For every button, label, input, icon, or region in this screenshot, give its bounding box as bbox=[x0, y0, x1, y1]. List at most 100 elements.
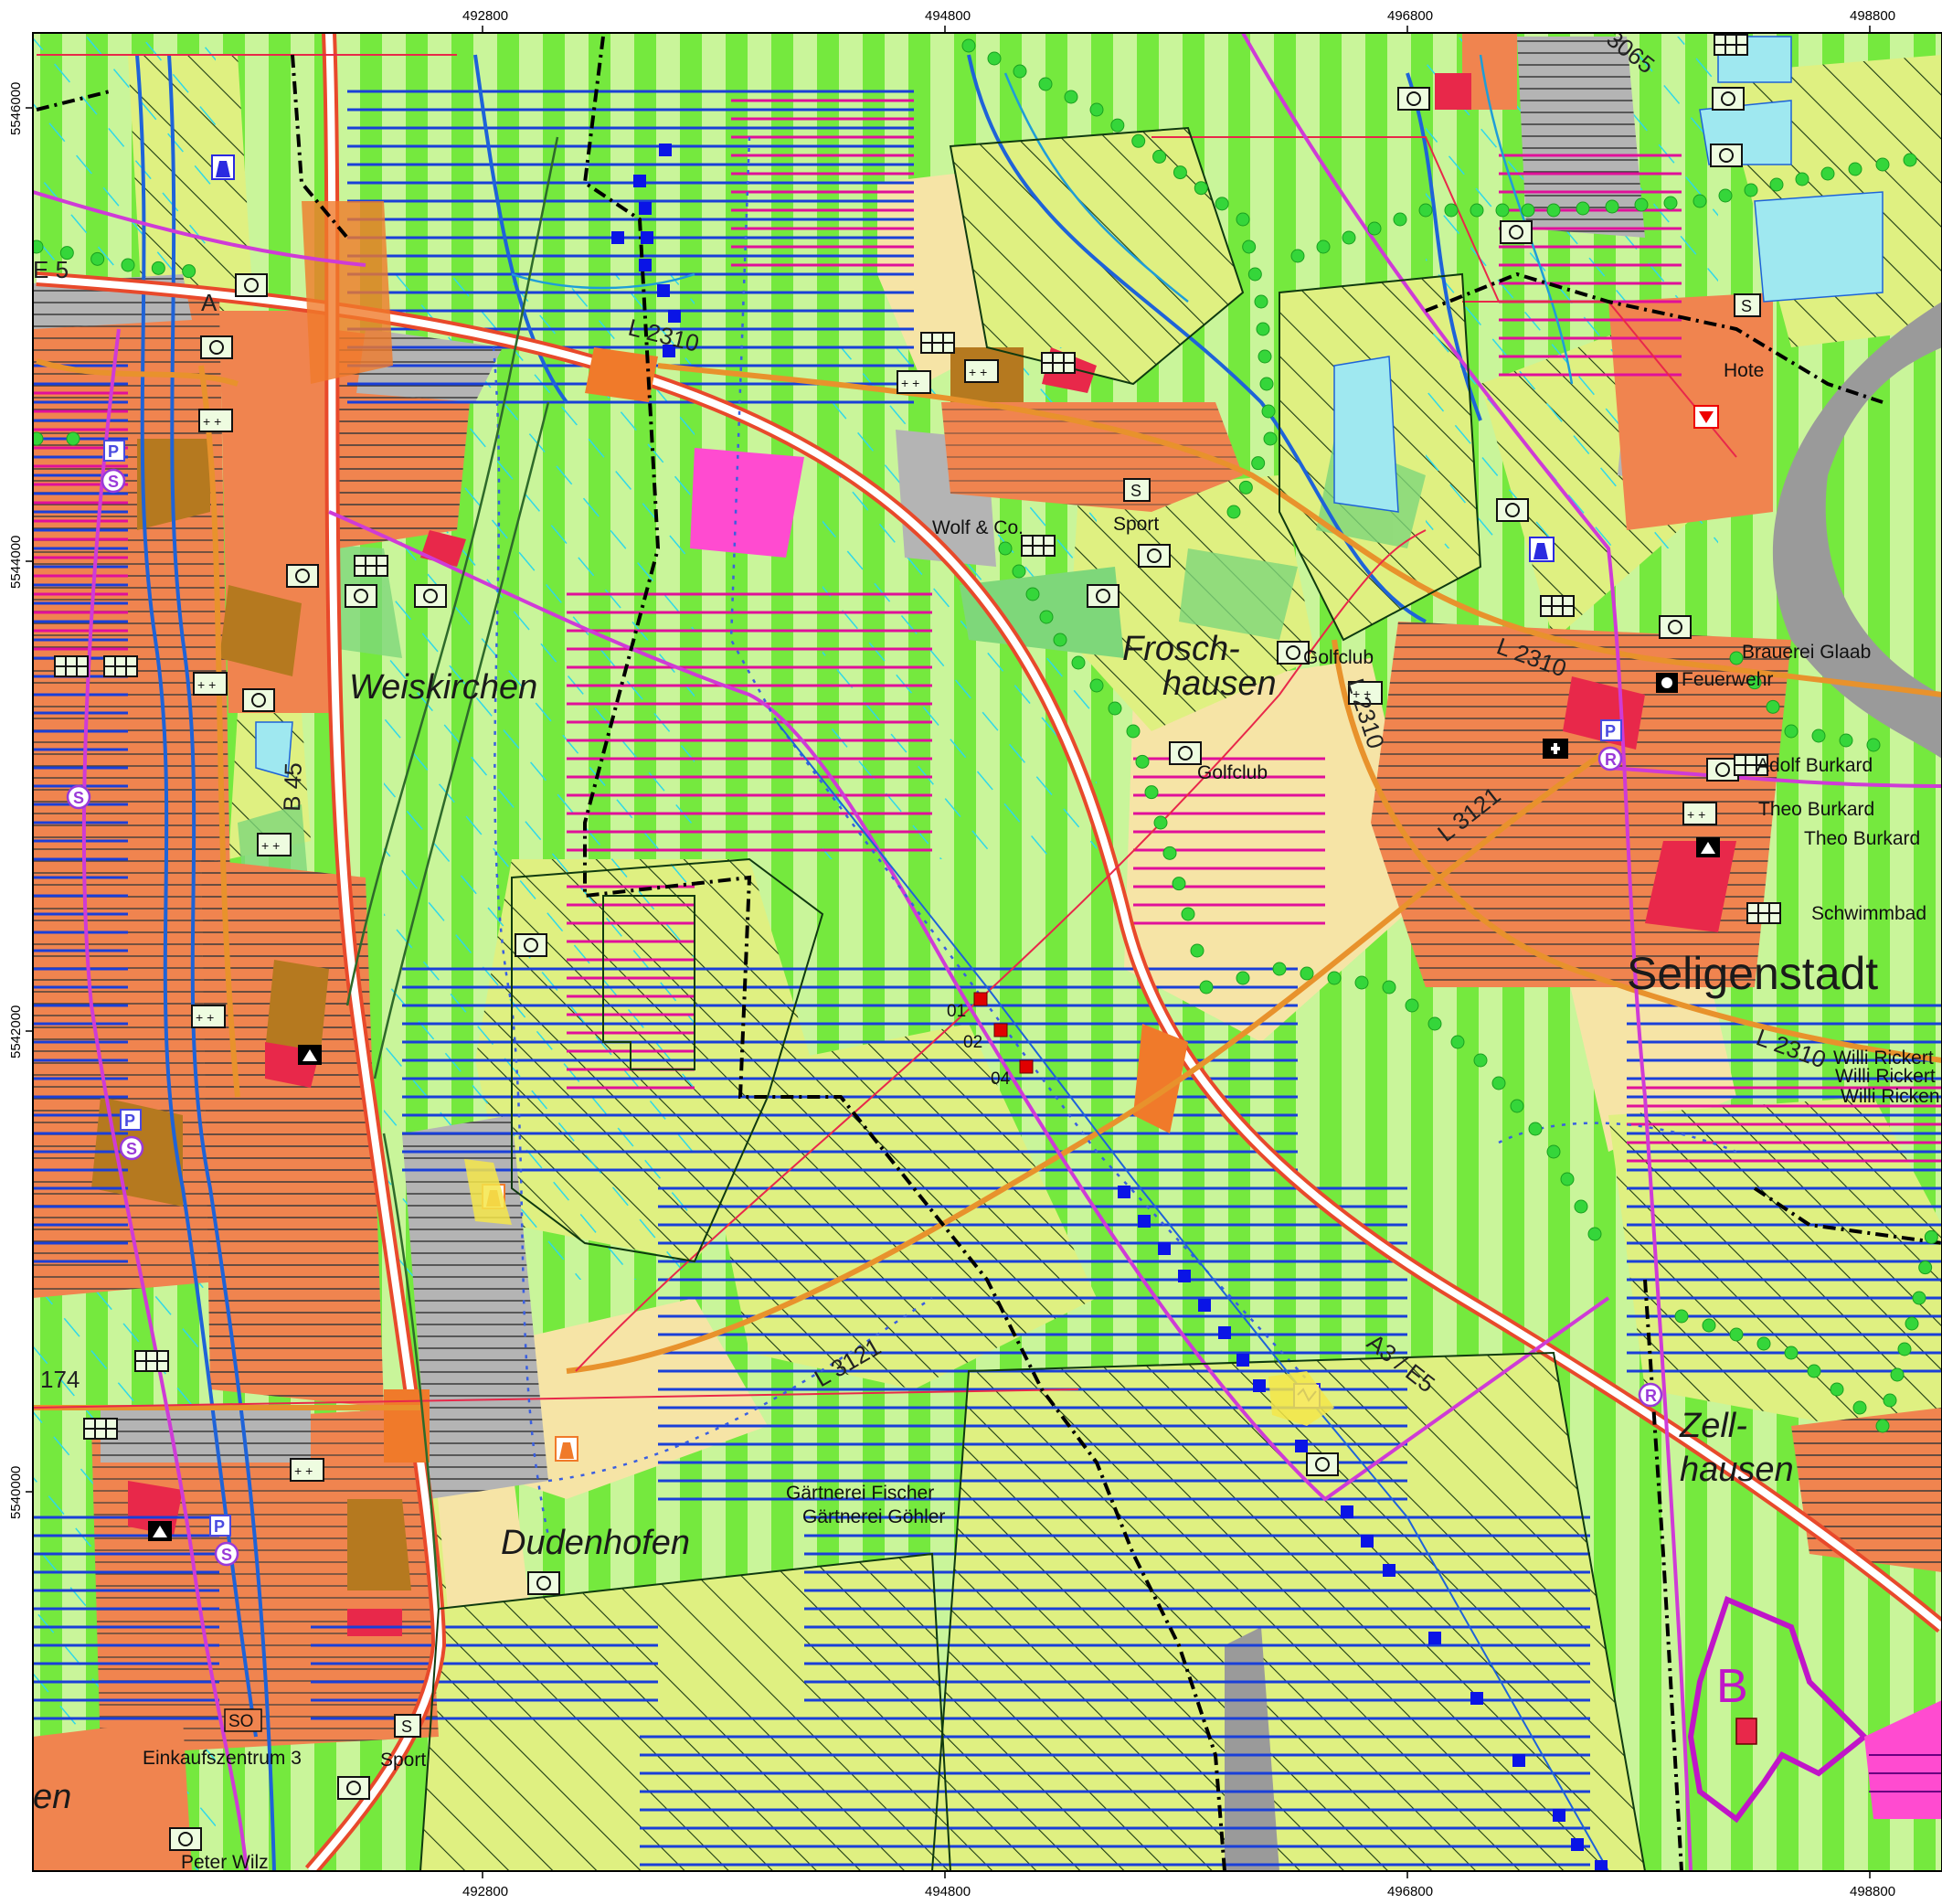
sbahn-icon: S bbox=[119, 1135, 144, 1161]
svg-text:S: S bbox=[401, 1718, 412, 1736]
green-dot bbox=[182, 264, 196, 279]
green-dot bbox=[1162, 846, 1177, 860]
house-icon bbox=[555, 1436, 578, 1462]
blue-hatch bbox=[33, 90, 1942, 1867]
sport-field-icon bbox=[337, 1776, 370, 1800]
parking-icon: P bbox=[103, 440, 125, 462]
blue-square-marker bbox=[1295, 1440, 1308, 1452]
green-dot bbox=[1405, 998, 1419, 1013]
red-triangle-icon bbox=[1693, 405, 1719, 429]
green-dot bbox=[1718, 188, 1733, 203]
green-dot bbox=[1766, 699, 1780, 714]
yellow-patch bbox=[464, 1159, 512, 1225]
sport-field-icon bbox=[286, 564, 319, 588]
green-dot bbox=[1342, 230, 1356, 245]
green-dot bbox=[1367, 221, 1382, 236]
green-dot bbox=[1574, 1199, 1588, 1214]
green-dot bbox=[1126, 724, 1141, 739]
green-dot bbox=[1108, 701, 1122, 716]
house-icon bbox=[1529, 537, 1555, 562]
green-dot bbox=[33, 239, 44, 254]
green-dot bbox=[1251, 456, 1266, 471]
x-tick-label: 496800 bbox=[1387, 8, 1433, 24]
green-dot bbox=[1254, 294, 1268, 309]
blue-square-marker bbox=[659, 144, 672, 156]
diamond-lines bbox=[345, 136, 559, 1610]
svg-text:R: R bbox=[1645, 1387, 1657, 1405]
green-dot bbox=[1135, 754, 1150, 769]
green-dot bbox=[1382, 980, 1396, 995]
railways bbox=[33, 33, 1942, 1871]
label-willi: Willi Rickert bbox=[1835, 1066, 1936, 1087]
green-dot bbox=[1924, 1229, 1938, 1244]
sbahn-icon: S bbox=[101, 468, 126, 494]
label-einkauf: Einkaufszentrum 3 bbox=[143, 1748, 302, 1769]
green-dot bbox=[1450, 1035, 1465, 1049]
green-dot bbox=[151, 261, 165, 275]
zone-b-pink bbox=[1864, 1700, 1942, 1819]
green-dot bbox=[998, 541, 1013, 556]
green-dot bbox=[1820, 166, 1835, 181]
point-label-01: 01 bbox=[947, 1002, 966, 1021]
svg-text:P: P bbox=[1605, 722, 1616, 740]
green-dot bbox=[1427, 1016, 1442, 1031]
svg-text:S: S bbox=[126, 1140, 137, 1158]
sport-field-icon bbox=[1659, 615, 1692, 639]
special-icons bbox=[148, 154, 1720, 1541]
green-dot bbox=[33, 431, 44, 446]
green-dot bbox=[1587, 1227, 1602, 1241]
green-dot bbox=[1747, 675, 1762, 690]
green-dot bbox=[1729, 1327, 1744, 1342]
green-dot bbox=[1560, 1172, 1575, 1186]
green-dot bbox=[1131, 133, 1146, 148]
red-marker-01 bbox=[973, 992, 988, 1006]
x-tick-label: 496800 bbox=[1387, 1884, 1433, 1899]
green-dot bbox=[1875, 157, 1890, 172]
svg-text:+ +: + + bbox=[197, 677, 216, 692]
green-dot bbox=[1784, 1346, 1799, 1360]
green-dot bbox=[121, 258, 135, 272]
admin-boundaries bbox=[36, 36, 1942, 1871]
blue-square-marker bbox=[1571, 1838, 1584, 1851]
green-dot bbox=[1172, 877, 1186, 891]
y-tick-label: 5546000 bbox=[8, 82, 24, 135]
green-dot bbox=[1247, 267, 1262, 282]
x-tick-label: 492800 bbox=[462, 8, 508, 24]
zone-b-label: B bbox=[1716, 1660, 1748, 1713]
green-dot bbox=[1795, 172, 1809, 186]
blue-square-marker bbox=[633, 175, 646, 187]
green-dot bbox=[1811, 729, 1826, 743]
place-froschhausen-2: hausen bbox=[1162, 665, 1277, 703]
green-dot bbox=[1521, 203, 1535, 218]
place-zellhausen-2: hausen bbox=[1680, 1451, 1794, 1489]
green-dot bbox=[1784, 724, 1799, 739]
green-dot bbox=[1839, 733, 1853, 748]
point-label-02: 02 bbox=[963, 1033, 982, 1052]
blue-square-marker bbox=[1118, 1186, 1130, 1198]
x-tick-label: 498800 bbox=[1850, 1884, 1895, 1899]
sport-field-icon bbox=[1500, 220, 1533, 244]
svg-text:SO: SO bbox=[228, 1712, 253, 1731]
green-dot bbox=[1025, 587, 1040, 601]
label-willi: Willi Ricken bbox=[1841, 1086, 1940, 1107]
svg-text:S: S bbox=[73, 789, 84, 807]
green-dot bbox=[1918, 1260, 1933, 1275]
cemetery-icon: + + bbox=[198, 409, 233, 432]
green-dot bbox=[1290, 249, 1305, 263]
green-dot bbox=[1256, 322, 1270, 336]
green-dot bbox=[1272, 962, 1287, 976]
label-feuerwehr: Feuerwehr bbox=[1682, 669, 1773, 690]
green-dot bbox=[1634, 197, 1649, 212]
blue-square-marker bbox=[668, 310, 681, 323]
blue-square-marker bbox=[639, 259, 652, 271]
blue-square-marker bbox=[1553, 1809, 1565, 1822]
cemetery-icon: + + bbox=[964, 359, 999, 383]
sport-s-icon: S bbox=[1734, 293, 1761, 317]
blue-square-marker bbox=[611, 231, 624, 244]
blue-square-marker bbox=[1218, 1326, 1231, 1339]
yellow-patch bbox=[1268, 1371, 1334, 1426]
road-label-a: A bbox=[201, 289, 218, 316]
red-point-markers bbox=[973, 992, 1034, 1074]
grid-icon bbox=[134, 1350, 169, 1372]
green-dot bbox=[1236, 971, 1250, 985]
